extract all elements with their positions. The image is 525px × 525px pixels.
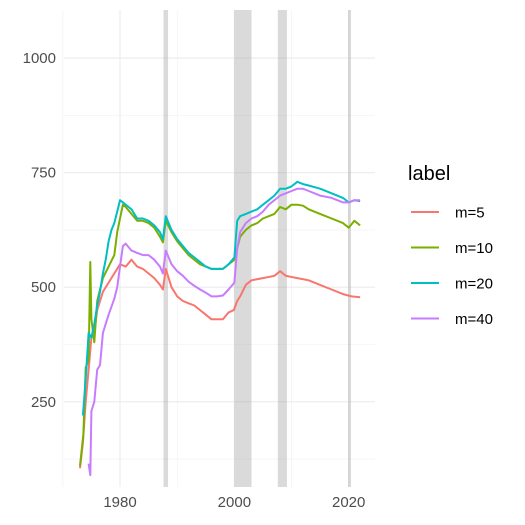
x-tick-label: 2020 xyxy=(332,494,365,511)
shaded-period xyxy=(348,10,351,487)
shaded-periods xyxy=(163,10,351,487)
series-line-m=10 xyxy=(79,203,361,467)
series-line-m=20 xyxy=(81,180,361,416)
legend-items: m=5 m=10 m=20 m=40 xyxy=(411,205,493,328)
y-axis-tick-labels: 250 500 750 1000 xyxy=(23,50,56,411)
y-tick-label: 500 xyxy=(31,279,56,296)
x-axis-tick-labels: 1980 2000 2020 xyxy=(103,494,365,511)
shaded-period xyxy=(277,10,287,487)
x-tick-label: 2000 xyxy=(218,494,251,511)
legend-label-m=5: m=5 xyxy=(455,205,485,222)
x-tick-label: 1980 xyxy=(103,494,136,511)
minor-gridlines xyxy=(62,10,375,487)
legend-title: label xyxy=(408,163,450,185)
legend-label-m=20: m=20 xyxy=(455,276,493,293)
series-lines xyxy=(79,180,361,477)
legend-label-m=10: m=10 xyxy=(455,240,493,257)
series-line-m=5 xyxy=(79,258,361,469)
legend: label m=5 m=10 m=20 m=40 xyxy=(408,163,493,328)
legend-label-m=40: m=40 xyxy=(455,311,493,328)
series-line-m=40 xyxy=(87,187,361,477)
shaded-period xyxy=(163,10,169,487)
y-tick-label: 1000 xyxy=(23,50,56,67)
y-tick-label: 250 xyxy=(31,394,56,411)
y-tick-label: 750 xyxy=(31,165,56,182)
shaded-period xyxy=(234,10,252,487)
